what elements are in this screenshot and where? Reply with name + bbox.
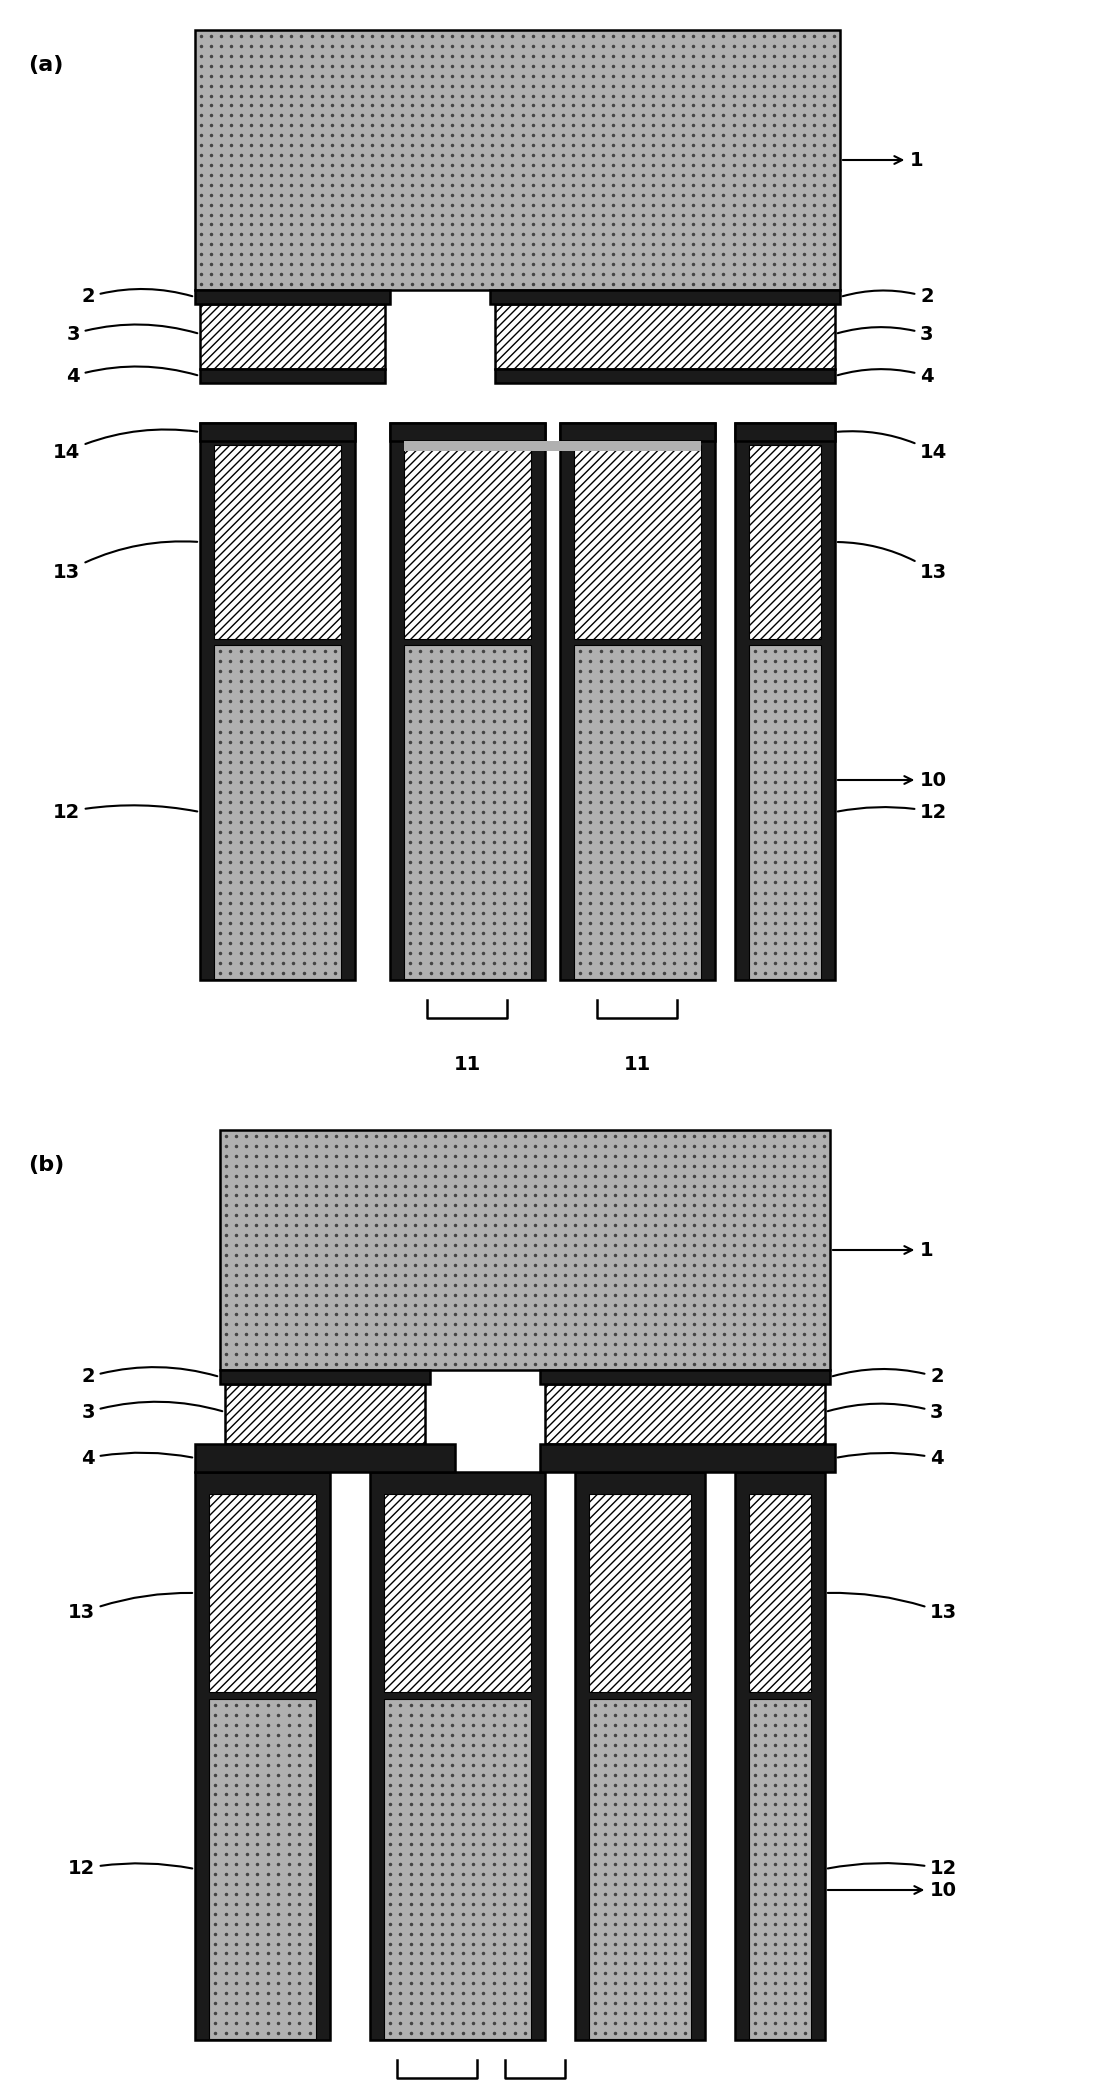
- Bar: [735, 1471, 825, 2040]
- Text: 1: 1: [842, 150, 924, 169]
- Text: 4: 4: [81, 1448, 193, 1467]
- Bar: [370, 1471, 545, 2040]
- Text: 4: 4: [66, 366, 197, 385]
- Bar: [195, 291, 390, 303]
- Text: 14: 14: [53, 428, 197, 462]
- Text: 2: 2: [81, 1367, 217, 1386]
- Bar: [539, 1444, 835, 1471]
- Text: 13: 13: [838, 541, 947, 581]
- Bar: [220, 1131, 830, 1371]
- Text: 13: 13: [68, 1593, 193, 1622]
- Bar: [495, 370, 835, 382]
- Text: 4: 4: [838, 366, 934, 385]
- Text: 2: 2: [81, 288, 193, 307]
- Text: 13: 13: [828, 1593, 957, 1622]
- Text: 12: 12: [838, 803, 947, 821]
- Text: 3: 3: [66, 324, 197, 343]
- Bar: [195, 1444, 455, 1471]
- Bar: [574, 646, 701, 978]
- Bar: [545, 1384, 825, 1444]
- Text: 12: 12: [68, 1860, 193, 1879]
- Text: 12: 12: [53, 803, 197, 821]
- Bar: [589, 1699, 691, 2040]
- Bar: [390, 422, 545, 441]
- Text: 14: 14: [838, 431, 947, 462]
- Text: 11: 11: [623, 1055, 651, 1074]
- Text: 11: 11: [454, 1055, 481, 1074]
- Bar: [404, 441, 701, 451]
- Bar: [209, 1494, 316, 1693]
- Text: (b): (b): [28, 1156, 64, 1175]
- Text: (a): (a): [28, 54, 64, 75]
- Bar: [560, 422, 715, 980]
- Bar: [195, 29, 840, 291]
- Bar: [220, 1371, 430, 1384]
- Bar: [404, 445, 531, 640]
- Text: 12: 12: [828, 1860, 957, 1879]
- Text: 13: 13: [53, 541, 197, 581]
- Bar: [384, 1494, 531, 1693]
- Bar: [574, 445, 701, 640]
- Bar: [749, 646, 821, 978]
- Bar: [214, 445, 341, 640]
- Bar: [735, 422, 835, 980]
- Bar: [490, 291, 840, 303]
- Bar: [200, 422, 355, 441]
- Bar: [575, 1471, 705, 2040]
- Bar: [384, 1699, 531, 2040]
- Bar: [495, 303, 835, 370]
- Bar: [214, 646, 341, 978]
- Bar: [749, 445, 821, 640]
- Text: 3: 3: [81, 1402, 222, 1421]
- Text: 2: 2: [842, 288, 934, 307]
- Bar: [560, 422, 715, 441]
- Text: 4: 4: [838, 1448, 944, 1467]
- Bar: [209, 1699, 316, 2040]
- Text: 10: 10: [838, 771, 947, 790]
- Bar: [589, 1494, 691, 1693]
- Bar: [195, 1471, 330, 2040]
- Text: 3: 3: [838, 324, 934, 343]
- Text: 2: 2: [832, 1367, 944, 1386]
- Text: 3: 3: [828, 1402, 944, 1421]
- Text: 10: 10: [828, 1881, 957, 1900]
- Bar: [225, 1384, 425, 1444]
- Bar: [539, 1371, 830, 1384]
- Bar: [390, 422, 545, 980]
- Bar: [749, 1494, 811, 1693]
- Bar: [200, 303, 385, 370]
- Bar: [735, 422, 835, 441]
- Bar: [200, 370, 385, 382]
- Bar: [749, 1699, 811, 2040]
- Text: 1: 1: [832, 1241, 934, 1260]
- Bar: [404, 646, 531, 978]
- Bar: [200, 422, 355, 980]
